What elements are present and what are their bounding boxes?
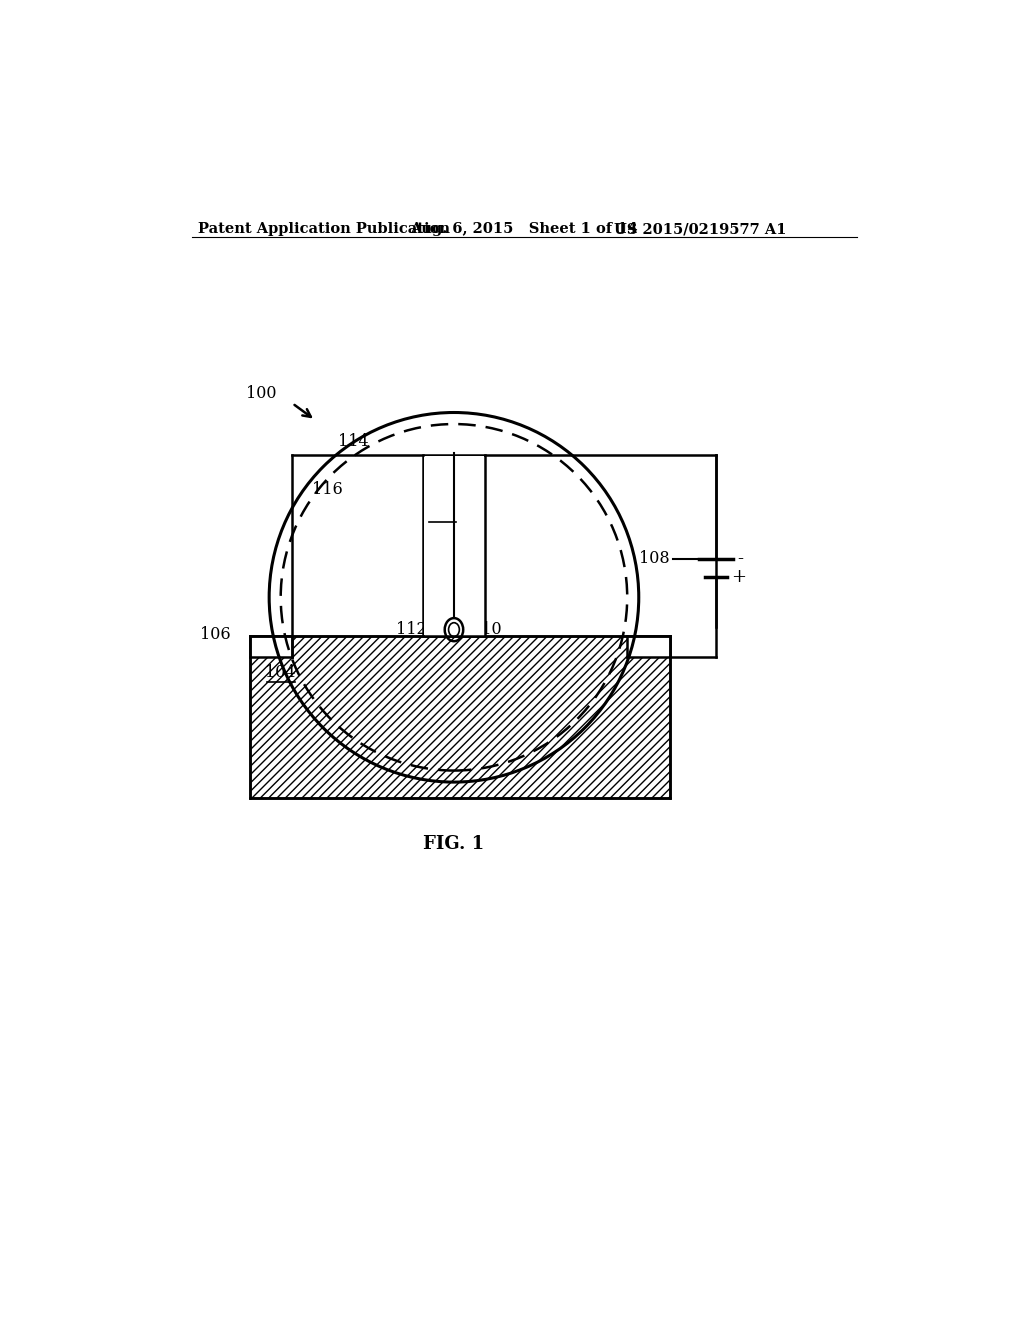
Text: 104: 104 <box>265 664 296 681</box>
Bar <box>250 636 292 657</box>
Text: 100: 100 <box>247 384 276 401</box>
Text: 112: 112 <box>395 622 426 638</box>
Text: 106: 106 <box>200 626 230 643</box>
Text: 116: 116 <box>311 480 342 498</box>
Text: 102: 102 <box>427 504 458 521</box>
Text: US 2015/0219577 A1: US 2015/0219577 A1 <box>614 222 786 236</box>
Text: -: - <box>737 550 743 568</box>
Text: +: + <box>731 569 746 586</box>
Text: Aug. 6, 2015   Sheet 1 of 14: Aug. 6, 2015 Sheet 1 of 14 <box>410 222 638 236</box>
Text: 114: 114 <box>339 433 369 450</box>
Text: FIG. 1: FIG. 1 <box>423 834 484 853</box>
Text: 108: 108 <box>639 550 670 568</box>
Bar <box>628 636 670 657</box>
Bar <box>424 455 483 635</box>
Text: 110: 110 <box>471 622 502 638</box>
Text: Patent Application Publication: Patent Application Publication <box>199 222 451 236</box>
Bar <box>250 636 670 797</box>
Bar <box>423 455 484 636</box>
